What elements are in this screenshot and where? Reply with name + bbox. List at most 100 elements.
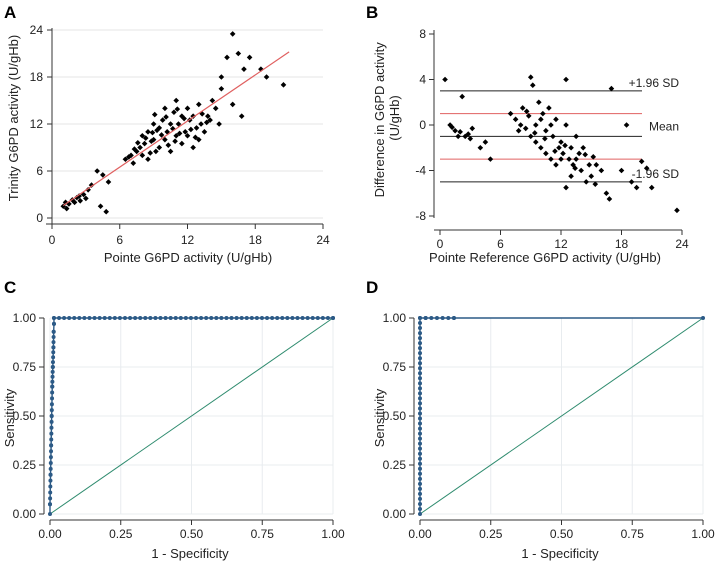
panel-c-roc-point <box>49 449 54 454</box>
panel-a-x-tick-label: 0 <box>49 233 56 247</box>
panel-d-y-tick-label: 0.25 <box>383 458 407 472</box>
panel-d-y-tick-label: 0.00 <box>383 507 407 521</box>
panel-d-roc-point <box>418 486 422 491</box>
panel-d-roc-point <box>418 376 422 381</box>
panel-b-point <box>592 181 599 187</box>
panel-d-y-tick-label: 0.50 <box>383 409 407 423</box>
panel-c-roc-point <box>244 316 249 320</box>
panel-c-roc-point <box>315 316 320 320</box>
panel-c-roc-point <box>300 316 305 320</box>
panel-a-point <box>263 74 270 80</box>
panel-a-point <box>150 121 157 127</box>
panel-d-roc-point <box>451 316 456 320</box>
panel-c-roc-point <box>97 316 102 320</box>
panel-c-roc-point <box>148 316 153 320</box>
panel-c-roc-point <box>254 316 259 320</box>
panel-b-y-tick-label: -4 <box>415 164 426 178</box>
panel-b-point <box>507 110 514 117</box>
panel-d-roc-point <box>418 491 422 496</box>
panel-a-y-tick-label: 24 <box>30 23 44 37</box>
panel-c-x-tick-label: 1.00 <box>321 527 345 541</box>
panel-b-point <box>532 139 539 145</box>
panel-a-point <box>100 172 106 178</box>
panel-d-roc-point <box>418 406 422 411</box>
panel-b-x-tick-label: 24 <box>675 237 689 251</box>
panel-c-y-tick-label: 0.75 <box>13 360 37 374</box>
panel-b-point <box>548 122 554 128</box>
panel-a-point <box>229 101 236 108</box>
panel-a-point <box>182 129 189 135</box>
panel-d-roc-point <box>418 321 422 326</box>
panel-b-point <box>455 133 461 140</box>
panel-b-point <box>540 110 546 117</box>
panel-a-y-tick-label: 12 <box>30 117 44 131</box>
panel-a-point <box>198 121 204 127</box>
panel-c-roc-point <box>143 316 148 320</box>
panel-a-point <box>63 205 70 212</box>
panel-c-roc-point <box>50 365 55 369</box>
panel-c-roc-point <box>153 316 158 320</box>
panel-c-roc-point <box>49 443 54 448</box>
panel-d-roc-point <box>418 481 422 486</box>
panel-d-roc-point <box>434 316 439 320</box>
panel-a-point <box>190 144 196 151</box>
panel-a-point <box>137 144 143 151</box>
panel-a-x-tick-label: 18 <box>249 233 263 247</box>
panel-d-x-tick-label: 0.75 <box>621 527 645 541</box>
panel-b-point <box>482 139 489 145</box>
panel-d-roc-point <box>418 421 422 426</box>
panel-a-point <box>83 195 89 202</box>
panel-b-point <box>562 142 568 149</box>
panel-a-point <box>71 199 78 206</box>
panel-d-roc-point <box>418 436 422 441</box>
panel-b-point <box>512 116 519 123</box>
panel-d-roc-point <box>418 416 422 421</box>
panel-c-roc-point <box>183 316 188 320</box>
panel-c-roc-point <box>285 316 290 320</box>
panel-c-reference-line <box>49 317 334 515</box>
panel-c-roc-point <box>158 316 163 320</box>
panel-d-roc-point <box>418 446 422 451</box>
panel-c-roc-point <box>49 437 54 442</box>
panel-c-roc-point <box>51 329 56 334</box>
panel-a-point <box>164 129 170 135</box>
panel-d-roc-point <box>418 386 422 391</box>
panel-b-x-label: Pointe Reference G6PD activity (U/gHb) <box>429 250 661 265</box>
panel-d-roc-point <box>418 346 422 351</box>
panel-b-point <box>517 122 524 128</box>
panel-c-roc-point <box>168 316 173 320</box>
panel-d-roc-point <box>418 326 422 331</box>
panel-b-point <box>543 150 549 157</box>
panel-b-point <box>536 99 542 106</box>
panel-b-point <box>553 116 559 123</box>
panel-b-point <box>527 74 534 81</box>
panel-b-bland-altman: 0 6 12 18 24 8 4 0 -4 -8 +1.96 SD Mean -1.96 SD Poi… <box>372 27 689 265</box>
panel-b-point <box>515 127 522 134</box>
panel-d-roc-point <box>418 506 422 511</box>
panel-d-y-tick-label: 1.00 <box>383 311 407 325</box>
panel-a-point <box>162 136 168 143</box>
panel-c-roc-point <box>117 316 122 320</box>
panel-c-roc-point <box>249 316 254 320</box>
panel-c-roc-point <box>51 321 56 326</box>
panel-d-roc-point <box>418 336 422 341</box>
panel-d-x-tick-label: 0.00 <box>408 527 432 541</box>
panel-letter-c: C <box>4 278 16 297</box>
panel-c-roc-point <box>305 316 310 320</box>
panel-d-roc-point <box>418 476 422 481</box>
panel-d-reference-line <box>419 317 704 515</box>
panel-c-roc-point <box>49 402 54 407</box>
panel-b-point <box>578 167 584 174</box>
panel-b-point <box>459 93 465 100</box>
panel-d-roc-point <box>418 456 422 461</box>
panel-c-roc-point <box>48 472 53 477</box>
panel-a-point <box>141 140 148 147</box>
panel-d-x-tick-label: 0.25 <box>479 527 503 541</box>
panel-c-roc-point <box>50 360 55 365</box>
panel-b-point <box>558 156 564 162</box>
panel-d-roc-point <box>418 512 422 516</box>
panel-b-point <box>566 156 572 162</box>
panel-b-y-tick-label: -8 <box>415 209 426 223</box>
panel-d-roc-point <box>418 391 422 396</box>
